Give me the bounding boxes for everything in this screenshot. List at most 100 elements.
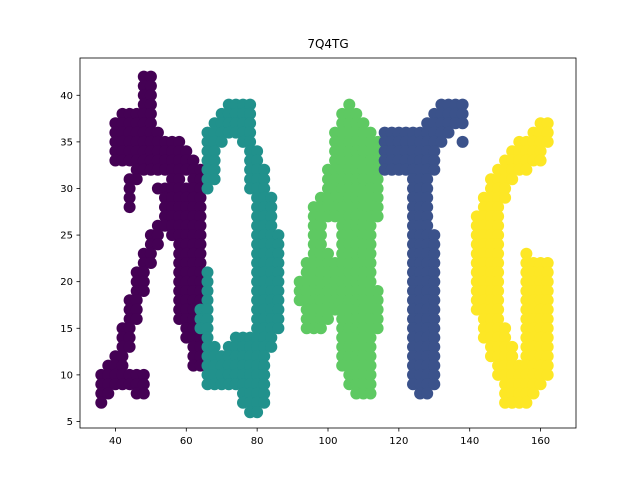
scatter-point <box>456 135 469 148</box>
scatter-point <box>421 387 434 400</box>
scatter-point <box>499 331 512 344</box>
scatter-point <box>258 359 271 372</box>
y-tick-label: 35 <box>60 137 73 148</box>
scatter-point <box>357 117 370 130</box>
x-tick-label: 80 <box>251 436 264 447</box>
scatter-point <box>428 275 441 288</box>
scatter-point <box>272 322 285 335</box>
scatter-point <box>265 219 278 232</box>
scatter-point <box>428 350 441 363</box>
scatter-point <box>499 182 512 195</box>
scatter-point <box>364 378 377 391</box>
scatter-point <box>428 378 441 391</box>
scatter-point <box>421 182 434 195</box>
scatter-point <box>428 331 441 344</box>
scatter-point <box>258 163 271 176</box>
scatter-point <box>364 350 377 363</box>
scatter-point <box>314 322 327 335</box>
scatter-point <box>244 98 257 111</box>
scatter-point <box>102 387 115 400</box>
scatter-point <box>272 247 285 260</box>
scatter-point <box>371 303 384 316</box>
scatter-point <box>343 98 356 111</box>
scatter-point <box>534 378 547 391</box>
scatter-point <box>428 313 441 325</box>
scatter-point <box>258 173 271 186</box>
scatter-point <box>201 182 214 195</box>
scatter-point <box>151 126 164 139</box>
series-G <box>470 117 554 409</box>
scatter-point <box>251 154 264 167</box>
scatter-point <box>428 257 441 269</box>
scatter-point <box>456 107 469 120</box>
scatter-point <box>421 173 434 186</box>
scatter-point <box>541 285 554 297</box>
scatter-point <box>144 107 157 120</box>
x-tick-label: 120 <box>389 436 408 447</box>
scatter-point <box>265 191 278 204</box>
scatter-point <box>272 266 285 279</box>
scatter-point <box>428 247 441 260</box>
scatter-point <box>506 350 519 363</box>
scatter-point <box>456 117 469 130</box>
scatter-point <box>506 173 519 186</box>
scatter-point <box>541 368 554 381</box>
scatter-point <box>272 285 285 297</box>
scatter-point <box>314 238 327 251</box>
scatter-point <box>492 247 505 260</box>
y-tick-label: 15 <box>60 324 73 335</box>
scatter-point <box>541 340 554 353</box>
scatter-point <box>428 238 441 251</box>
series-4 <box>293 98 384 400</box>
scatter-point <box>364 229 377 242</box>
series-7 <box>95 70 207 409</box>
scatter-point <box>371 210 384 223</box>
scatter-point <box>151 229 164 242</box>
scatter-point <box>144 80 157 92</box>
scatter-point <box>541 275 554 288</box>
chart-title: 7Q4TG <box>307 37 348 51</box>
scatter-point <box>208 154 221 167</box>
scatter-point <box>364 340 377 353</box>
x-axis: 40 60 80 100 120 140 160 <box>109 428 550 447</box>
scatter-point <box>265 331 278 344</box>
scatter-point <box>137 368 150 381</box>
scatter-point <box>123 201 136 214</box>
scatter-point <box>258 182 271 195</box>
scatter-point <box>130 173 143 186</box>
scatter-point <box>492 229 505 242</box>
scatter-point <box>492 303 505 316</box>
scatter-point <box>541 322 554 335</box>
scatter-point <box>272 238 285 251</box>
scatter-point <box>541 117 554 130</box>
scatter-point <box>137 285 150 297</box>
scatter-point <box>144 247 157 260</box>
scatter-point <box>208 145 221 158</box>
scatter-point <box>428 322 441 335</box>
y-tick-label: 10 <box>60 370 73 381</box>
points-layer <box>95 70 554 419</box>
scatter-point <box>201 294 214 307</box>
scatter-point <box>123 322 136 335</box>
scatter-point <box>371 313 384 325</box>
scatter-point <box>194 191 207 204</box>
x-tick-label: 160 <box>531 436 550 447</box>
scatter-point <box>123 340 136 353</box>
scatter-point <box>208 340 221 353</box>
scatter-point <box>272 313 285 325</box>
scatter-point <box>201 285 214 297</box>
scatter-point <box>314 229 327 242</box>
scatter-point <box>123 331 136 344</box>
y-tick-label: 5 <box>67 417 73 428</box>
scatter-point <box>173 135 186 148</box>
scatter-point <box>322 247 334 260</box>
scatter-point <box>272 294 285 307</box>
scatter-point <box>258 350 271 363</box>
scatter-point <box>265 201 278 214</box>
scatter-point <box>144 89 157 102</box>
scatter-point <box>144 70 157 83</box>
scatter-point <box>194 238 207 251</box>
scatter-point <box>194 247 207 260</box>
scatter-point <box>506 340 519 353</box>
scatter-point <box>371 201 384 214</box>
